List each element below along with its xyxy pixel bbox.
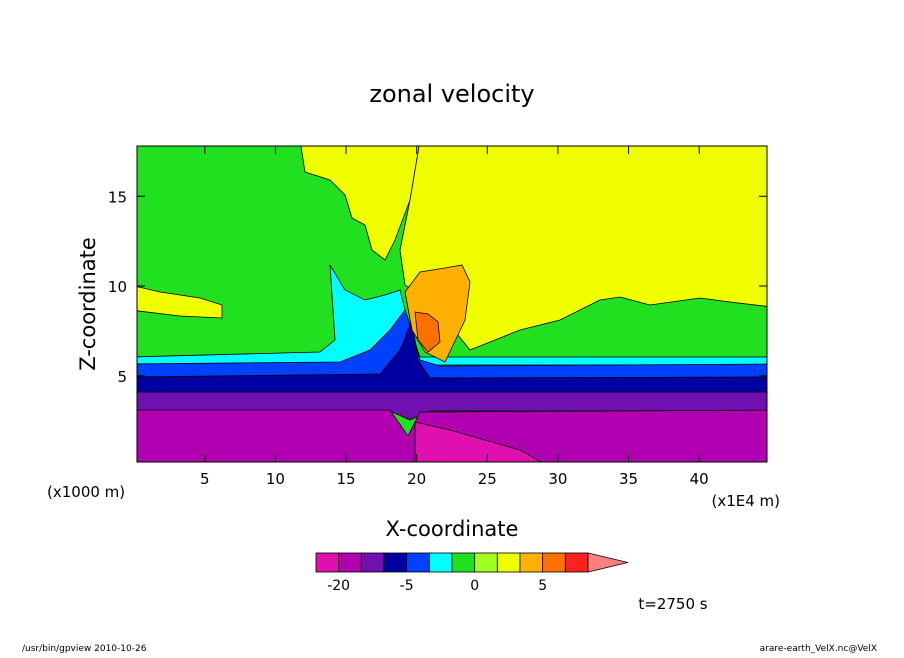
colorbar-tick-label: 5 (538, 578, 547, 594)
colorbar-segment (564, 552, 589, 573)
colorbar-segment (451, 552, 476, 573)
contour-region (414, 311, 441, 353)
colorbar-segment (360, 552, 385, 573)
x-tick-label: 25 (478, 470, 497, 488)
x-tick-label: 40 (690, 470, 709, 488)
x-tick-label: 20 (407, 470, 426, 488)
contour-region (414, 421, 542, 462)
y-unit: (x1000 m) (47, 483, 125, 501)
colorbar-segment (496, 552, 521, 573)
colorbar-segment (383, 552, 408, 573)
footer-left: /usr/bin/gpview 2010-10-26 (22, 644, 147, 654)
colorbar-segment (428, 552, 453, 573)
y-tick-label: 10 (108, 278, 127, 296)
contour-region (137, 264, 767, 366)
colorbar-segment (542, 552, 566, 573)
colorbar-tick-label: -20 (327, 578, 350, 594)
colorbar-segment (519, 552, 544, 573)
footer-right: arare-earth_VelX.nc@VelX (760, 644, 877, 654)
x-unit: (x1E4 m) (711, 492, 780, 510)
x-tick-label: 5 (200, 470, 210, 488)
x-tick-label: 15 (337, 470, 356, 488)
contour-region (300, 146, 420, 261)
colorbar-segment (474, 552, 498, 573)
x-tick-label: 10 (266, 470, 285, 488)
contour-field (137, 146, 767, 462)
contour-region (137, 286, 223, 319)
x-tick-label: 35 (619, 470, 638, 488)
y-tick-label: 5 (117, 368, 127, 386)
x-axis-label: X-coordinate (386, 517, 519, 541)
y-tick-label: 15 (108, 188, 127, 206)
chart-title: zonal velocity (369, 80, 534, 108)
colorbar-extension (587, 552, 629, 573)
plot-frame (136, 145, 768, 463)
colorbar-tick-label: -5 (400, 578, 414, 594)
x-tick-label: 30 (548, 470, 567, 488)
y-axis-label: Z-coordinate (76, 237, 100, 371)
time-label: t=2750 s (638, 595, 707, 613)
colorbar-segment (406, 552, 430, 573)
colorbar-segment (338, 552, 362, 573)
colorbar-segment (315, 552, 340, 573)
contour-region (399, 146, 767, 351)
colorbar-tick-label: 0 (470, 578, 479, 594)
